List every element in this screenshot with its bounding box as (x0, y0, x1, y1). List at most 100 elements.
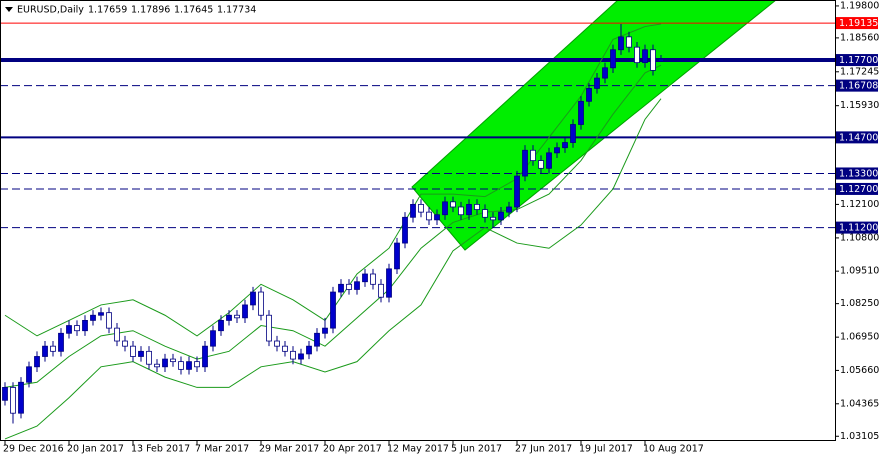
x-tick-label: 5 Jun 2017 (451, 444, 502, 455)
x-tick-label: 10 Aug 2017 (643, 444, 704, 455)
candle-body (346, 283, 352, 290)
candle-body (370, 273, 376, 285)
candle-body (650, 49, 656, 71)
candle-body (258, 291, 264, 316)
level-label-box (836, 221, 878, 234)
candle-body (450, 201, 456, 208)
x-tick-label: 13 Feb 2017 (131, 444, 190, 455)
candle-body (242, 304, 248, 319)
candle-body (306, 345, 312, 355)
low-value: 1.17645 (174, 5, 213, 16)
y-tick-label: 1.18560 (840, 32, 879, 43)
candle-body (442, 201, 448, 216)
level-label: 1.11200 (839, 223, 878, 234)
candle-body (170, 358, 176, 363)
y-tick-label: 1.10800 (840, 232, 879, 243)
candle-body (162, 358, 168, 368)
candle-body (58, 332, 64, 352)
candle-body (146, 350, 152, 365)
level-label: 1.16708 (839, 81, 878, 92)
y-tick-label: 1.06950 (840, 332, 879, 343)
candle-body (298, 353, 304, 360)
candle-body (426, 211, 432, 221)
candle-body (538, 160, 544, 169)
x-tick-label: 20 Apr 2017 (323, 444, 382, 455)
chart-title: EURUSD,Daily (17, 5, 84, 16)
open-value: 1.17659 (88, 5, 127, 16)
band-line (4, 98, 662, 440)
candle-body (26, 366, 32, 383)
candle-body (10, 387, 16, 414)
candle-body (282, 345, 288, 352)
candle-body (194, 361, 200, 368)
level-label-box (836, 182, 878, 195)
candle-body (410, 204, 416, 218)
candle-body (362, 273, 368, 283)
candle-body (210, 330, 216, 347)
candle-body (130, 345, 136, 357)
candle-body (106, 312, 112, 329)
candle-body (394, 242, 400, 270)
menu-triangle (5, 7, 13, 12)
candle-body (602, 67, 608, 79)
candle-body (226, 314, 232, 321)
y-tick-label: 1.04365 (840, 398, 879, 409)
levels (0, 22, 835, 229)
candle-body (314, 332, 320, 347)
candles (2, 23, 664, 424)
candle-body (490, 216, 496, 221)
candle-body (482, 209, 488, 218)
candle-body (2, 387, 8, 401)
candle-body (74, 325, 80, 332)
candle-body (138, 350, 144, 357)
candle-body (330, 291, 336, 329)
candle-body (418, 204, 424, 213)
candle-body (218, 319, 224, 332)
candle-body (546, 152, 552, 169)
candle-body (466, 204, 472, 216)
level-label-box (836, 17, 878, 30)
candle-body (402, 216, 408, 244)
candle-body (530, 149, 536, 161)
axes: 1.19800 1.18560 1.17245 1.15930 1.12100 1.108… (3, 0, 879, 454)
candle-body (578, 100, 584, 125)
candle-body (290, 350, 296, 360)
y-tick-label: 1.08250 (840, 298, 879, 309)
candle-body (506, 206, 512, 213)
candle-body (42, 345, 48, 357)
candle-body (66, 325, 72, 334)
candle-body (386, 268, 392, 298)
candle-body (98, 312, 104, 316)
x-tick-label: 29 Mar 2017 (259, 444, 319, 455)
level-label: 1.19135 (839, 18, 878, 29)
level-label: 1.17700 (839, 55, 878, 66)
candle-body (50, 345, 56, 352)
y-tick-label: 1.17245 (840, 66, 879, 77)
level-label-box (836, 131, 878, 144)
candle-body (618, 36, 624, 51)
level-label-box (836, 79, 878, 92)
candle-body (250, 291, 256, 306)
candle-body (322, 327, 328, 334)
candle-body (562, 142, 568, 149)
candle-body (474, 204, 480, 210)
level-label: 1.12700 (839, 184, 878, 195)
level-label-box (836, 167, 878, 180)
candle-body (18, 381, 24, 414)
x-tick-label: 12 May 2017 (387, 444, 449, 455)
y-tick-label: 1.03105 (840, 431, 879, 442)
candle-body (570, 124, 576, 143)
candle-body (610, 49, 616, 69)
regression-channel (411, 0, 777, 251)
candle-body (90, 314, 96, 321)
x-tick-label: 29 Dec 2016 (3, 444, 64, 455)
candle-body (266, 314, 272, 342)
candle-body (634, 46, 640, 64)
x-tick-label: 19 Jul 2017 (579, 444, 633, 455)
candle-body (514, 175, 520, 208)
candle-body (154, 363, 160, 368)
candle-body (594, 77, 600, 89)
candle-body (34, 356, 40, 368)
candle-body (626, 36, 632, 48)
